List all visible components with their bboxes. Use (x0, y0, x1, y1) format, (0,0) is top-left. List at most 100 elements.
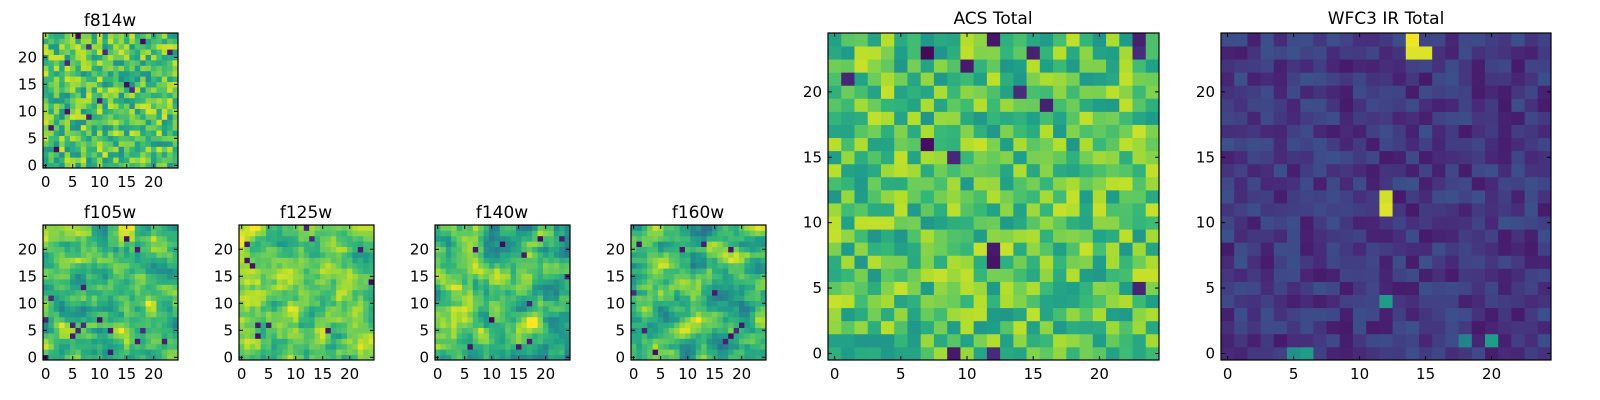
heatmap-cell (145, 354, 152, 361)
heatmap-cell (880, 229, 895, 243)
heatmap-cell (64, 262, 71, 269)
heatmap-cell (363, 246, 369, 253)
heatmap-cell (314, 354, 321, 361)
heatmap-cell (1353, 98, 1367, 112)
heatmap-cell (1000, 216, 1014, 230)
heatmap-cell (728, 284, 734, 291)
heatmap-cell (749, 338, 756, 345)
heatmap-cell (516, 262, 522, 269)
heatmap-cell (712, 349, 718, 355)
heatmap-cell (113, 130, 119, 136)
heatmap-cell (102, 311, 109, 318)
heatmap-cell (722, 273, 729, 280)
heatmap-cell (357, 343, 364, 350)
heatmap-cell (960, 333, 975, 348)
heatmap-cell (553, 235, 560, 242)
heatmap-cell (1092, 307, 1107, 322)
heatmap-cell (1485, 216, 1499, 230)
heatmap-cell (1524, 229, 1539, 243)
heatmap-cell (1260, 281, 1275, 295)
heatmap-cell (564, 338, 571, 345)
heatmap-cell (499, 289, 506, 296)
heatmap-cell (80, 70, 87, 77)
heatmap-cell (64, 81, 71, 88)
heatmap-cell (260, 225, 267, 231)
heatmap-cell (933, 307, 948, 322)
heatmap-cell (1432, 281, 1446, 295)
heatmap-cell (151, 157, 157, 163)
heatmap-cell (1026, 59, 1041, 73)
heatmap-cell (499, 284, 506, 291)
heatmap-cell (255, 300, 261, 307)
heatmap-cell (276, 333, 283, 339)
heatmap-cell (1379, 346, 1393, 361)
heatmap-cell (854, 124, 869, 139)
heatmap-cell (48, 43, 55, 50)
heatmap-cell (1013, 111, 1027, 125)
heatmap-cell (537, 338, 544, 345)
heatmap-cell (739, 262, 745, 269)
heatmap-cell (733, 273, 740, 280)
heatmap-cell (172, 311, 179, 318)
heatmap-cell (652, 273, 659, 280)
heatmap-cell (636, 306, 643, 312)
heatmap-cell (1419, 346, 1433, 361)
heatmap-cell (86, 333, 92, 339)
heatmap-cell (1079, 203, 1094, 217)
heatmap-cell (1026, 33, 1041, 47)
heatmap-cell (674, 316, 680, 323)
heatmap-cell (287, 241, 294, 247)
heatmap-cell (755, 230, 761, 237)
heatmap-cell (472, 338, 479, 345)
heatmap-cell (80, 157, 87, 163)
heatmap-cell (755, 349, 761, 355)
heatmap-cell (451, 306, 457, 312)
heatmap-cell (1247, 33, 1261, 47)
heatmap-cell (53, 257, 60, 264)
heatmap-cell (1247, 216, 1261, 230)
heatmap-cell (357, 338, 364, 345)
heatmap-cell (1234, 33, 1248, 47)
heatmap-cell (483, 241, 490, 247)
heatmap-cell (64, 354, 71, 361)
heatmap-cell (717, 289, 724, 296)
heatmap-cell (1445, 333, 1459, 348)
heatmap-cell (712, 316, 718, 323)
heatmap-cell (255, 322, 261, 328)
heatmap-cell (986, 203, 1001, 217)
heatmap-cell (1485, 333, 1499, 348)
heatmap-cell (161, 230, 168, 237)
heatmap-cell (86, 235, 92, 242)
heatmap-cell (156, 60, 163, 66)
heatmap-cell (451, 252, 457, 258)
heatmap-cell (325, 235, 332, 242)
heatmap-cell (1106, 255, 1120, 269)
heatmap-cell (1471, 59, 1486, 73)
heatmap-cell (483, 316, 490, 323)
heatmap-cell (124, 333, 130, 339)
heatmap-cell (140, 333, 146, 339)
heatmap-cell (717, 306, 724, 312)
heatmap-cell (499, 295, 506, 301)
heatmap-cell (70, 316, 76, 323)
heatmap-cell (102, 87, 109, 93)
heatmap-cell (489, 252, 495, 258)
heatmap-cell (1026, 176, 1041, 191)
heatmap-cell (255, 316, 261, 323)
heatmap-cell (920, 229, 935, 243)
heatmap-cell (510, 354, 517, 361)
heatmap-cell (1106, 281, 1120, 295)
heatmap-cell (325, 225, 332, 231)
heatmap-cell (53, 157, 60, 163)
heatmap-cell (151, 306, 157, 312)
heatmap-cell (244, 241, 251, 247)
heatmap-cell (347, 327, 353, 334)
heatmap-cell (1234, 203, 1248, 217)
heatmap-cell (663, 354, 670, 361)
heatmap-cell (59, 316, 65, 323)
heatmap-cell (239, 333, 245, 339)
heatmap-cell (920, 320, 935, 335)
heatmap-cell (86, 295, 92, 301)
heatmap-cell (140, 349, 146, 355)
